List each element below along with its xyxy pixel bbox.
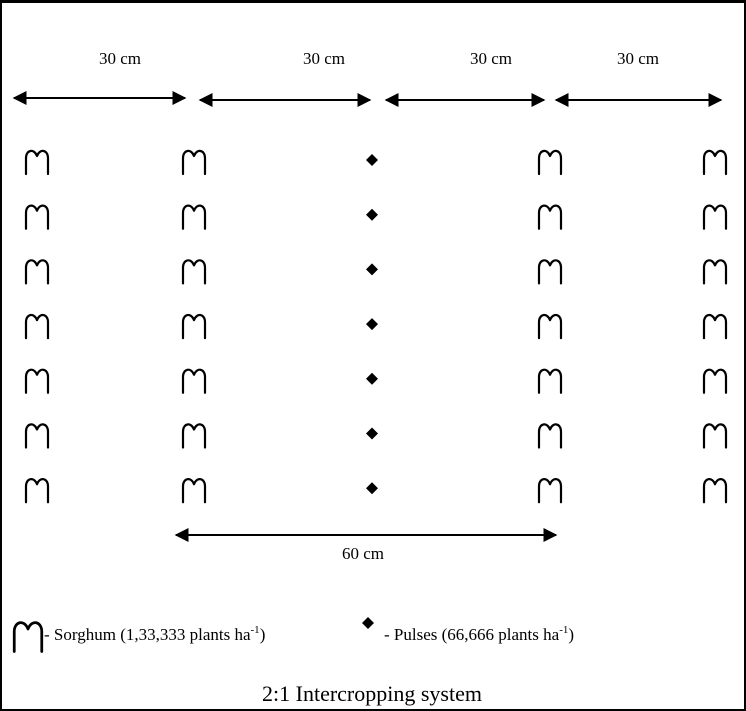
sorghum-plant-icon [181,368,207,394]
sorghum-plant-icon [24,204,50,230]
sorghum-plant-icon [702,259,728,285]
sorghum-plant-icon [24,259,50,285]
sorghum-plant-icon [24,313,50,340]
diagram-caption: 2:1 Intercropping system [262,681,482,706]
sorghum-plant-icon [24,478,50,504]
sorghum-plant-icon [181,259,207,285]
sorghum-legend-text: - Sorghum (1,33,333 plants ha-1) [44,624,265,644]
plant-grid [24,149,728,504]
spacing-label-1: 30 cm [99,49,141,68]
legend: - Sorghum (1,33,333 plants ha-1) - Pulse… [12,617,574,653]
pulse-plant-icon [366,318,378,331]
sorghum-plant-icon [181,204,207,230]
sorghum-plant-icon [702,423,728,449]
sorghum-plant-icon [537,204,563,230]
sorghum-plant-icon [537,478,563,504]
sorghum-plant-icon [181,149,207,176]
sorghum-plant-icon [702,149,728,176]
pulse-plant-icon [366,482,378,495]
pulse-plant-icon [366,208,378,221]
sorghum-plant-icon [702,204,728,230]
sorghum-plant-icon [702,478,728,504]
sorghum-plant-icon [702,313,728,340]
sorghum-plant-icon [702,368,728,394]
sorghum-plant-icon [24,423,50,449]
pulse-legend-icon [362,617,374,629]
sorghum-plant-icon [181,313,207,340]
pulse-plant-icon [366,427,378,440]
sorghum-plant-icon [537,259,563,285]
sorghum-legend-icon [12,621,44,653]
sorghum-plant-icon [24,149,50,176]
pulse-plant-icon [366,263,378,276]
bottom-spacing-label: 60 cm [342,544,384,563]
pulse-plant-icon [366,372,378,385]
sorghum-plant-icon [181,423,207,449]
spacing-label-4: 30 cm [617,49,659,68]
sorghum-plant-icon [537,423,563,449]
spacing-label-2: 30 cm [303,49,345,68]
sorghum-plant-icon [537,313,563,340]
sorghum-plant-icon [181,478,207,504]
spacing-label-3: 30 cm [470,49,512,68]
sorghum-plant-icon [537,149,563,176]
pulses-legend-text: - Pulses (66,666 plants ha-1) [384,624,574,644]
pulse-plant-icon [366,154,378,166]
sorghum-plant-icon [24,368,50,394]
sorghum-plant-icon [537,368,563,394]
